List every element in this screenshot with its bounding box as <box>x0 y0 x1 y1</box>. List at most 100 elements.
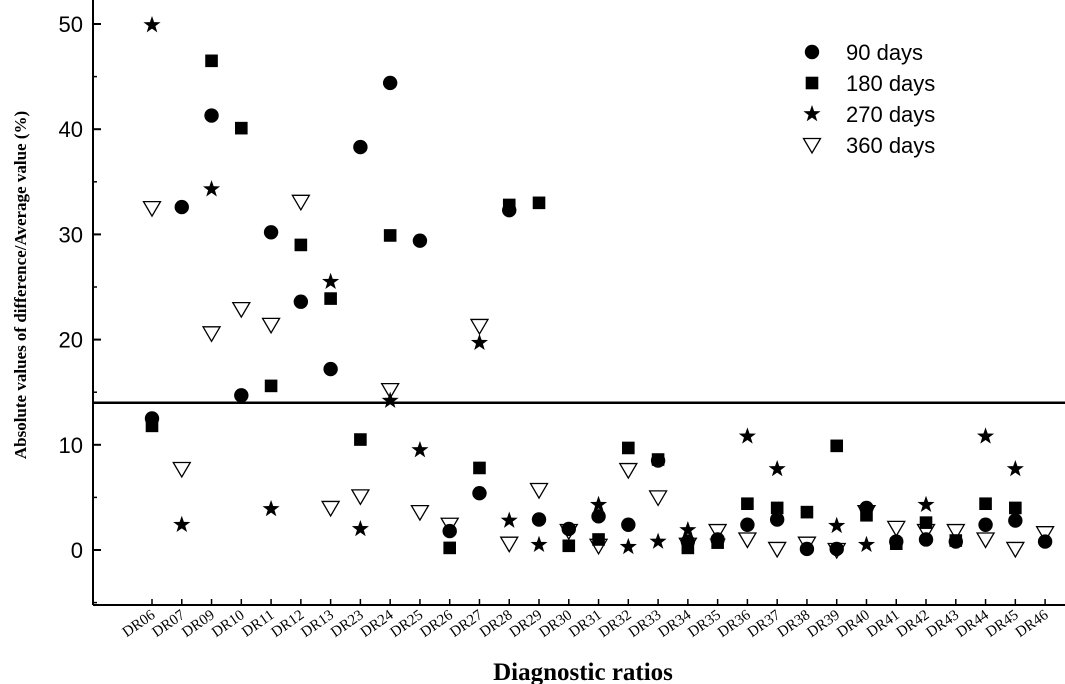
x-tick-label-DR45: DR45 <box>983 607 1022 641</box>
x-tick-label-DR42: DR42 <box>894 607 933 641</box>
point-circle-DR07 <box>174 199 189 215</box>
point-triangle-down-open-DR12 <box>291 194 311 212</box>
point-triangle-down-open-DR25 <box>410 504 430 522</box>
point-square-DR45 <box>1009 501 1022 515</box>
point-star-DR39 <box>828 516 846 534</box>
point-star-DR33 <box>649 532 667 549</box>
point-circle-DR26 <box>442 523 457 539</box>
point-circle-DR12 <box>293 294 309 309</box>
point-square-DR09 <box>205 54 218 68</box>
point-circle-DR39 <box>829 541 844 557</box>
point-circle-DR23 <box>353 139 368 155</box>
point-square-DR34 <box>681 541 695 555</box>
point-triangle-down-open-DR41 <box>886 520 906 538</box>
point-triangle-down-open-DR10 <box>231 301 251 319</box>
point-star-DR06 <box>143 16 161 33</box>
point-triangle-down-open-DR44 <box>975 532 996 549</box>
x-tick-label-DR24: DR24 <box>358 607 397 641</box>
x-tick-label-DR13: DR13 <box>298 607 337 641</box>
y-axis-label: Absolute values of difference/Average va… <box>11 111 30 459</box>
y-tick-label-50: 50 <box>59 12 83 37</box>
point-circle-DR45 <box>1008 513 1023 528</box>
point-square-DR06 <box>145 419 159 433</box>
point-circle-DR13 <box>323 361 338 377</box>
point-circle-DR27 <box>472 485 487 501</box>
point-square-DR37 <box>770 501 784 515</box>
legend-marker-circle <box>804 44 820 60</box>
point-triangle-down-open-DR46 <box>1035 526 1055 543</box>
series-square <box>145 54 1022 555</box>
x-tick-label-DR38: DR38 <box>775 607 814 641</box>
x-tick-label-DR07: DR07 <box>150 607 189 641</box>
point-circle-DR09 <box>204 108 219 123</box>
y-tick-label-0: 0 <box>71 538 83 563</box>
x-tick-label-DR06: DR06 <box>120 607 159 641</box>
y-tick-label-10: 10 <box>59 433 83 458</box>
point-circle-DR25 <box>412 233 428 248</box>
legend-marker-square <box>805 76 819 90</box>
point-star-DR09 <box>202 180 221 197</box>
point-triangle-down-open-DR23 <box>350 489 371 506</box>
point-square-DR33 <box>651 453 665 466</box>
point-triangle-down-open-DR33 <box>648 490 668 507</box>
x-tick-label-DR43: DR43 <box>924 607 963 641</box>
point-triangle-down-open-DR43 <box>946 523 966 541</box>
x-tick-label-DR37: DR37 <box>745 607 784 641</box>
point-triangle-down-open-DR37 <box>767 541 787 559</box>
point-star-DR28 <box>500 511 518 528</box>
point-circle-DR44 <box>978 517 993 532</box>
point-star-DR24 <box>381 391 399 408</box>
y-tick-label-40: 40 <box>59 117 83 142</box>
point-square-DR38 <box>800 505 814 519</box>
x-tick-label-DR23: DR23 <box>328 607 367 641</box>
point-square-DR13 <box>324 292 337 305</box>
point-triangle-down-open-DR35 <box>707 523 728 541</box>
legend-label-3: 360 days <box>846 133 935 158</box>
point-star-DR37 <box>768 460 786 477</box>
point-star-DR42 <box>917 495 935 513</box>
point-triangle-down-open-DR24 <box>380 382 400 400</box>
point-triangle-down-open-DR07 <box>172 461 192 479</box>
point-square-DR30 <box>562 539 576 553</box>
x-tick-label-DR39: DR39 <box>804 607 843 641</box>
point-triangle-down-open-DR27 <box>469 318 490 336</box>
point-star-DR11 <box>262 499 280 517</box>
point-square-DR36 <box>741 497 754 511</box>
point-triangle-down-open-DR28 <box>499 536 519 553</box>
x-tick-label-DR41: DR41 <box>864 607 903 641</box>
point-star-DR44 <box>977 427 995 444</box>
point-circle-DR30 <box>561 521 576 537</box>
x-tick-label-DR32: DR32 <box>596 607 635 641</box>
x-tick-label-DR25: DR25 <box>388 607 427 641</box>
point-triangle-down-open-DR29 <box>529 482 549 500</box>
point-circle-DR31 <box>591 509 606 524</box>
point-square-DR12 <box>294 238 308 252</box>
point-square-DR23 <box>354 433 367 446</box>
x-tick-label-DR33: DR33 <box>626 607 665 641</box>
point-circle-DR46 <box>1037 534 1053 549</box>
point-triangle-down-open-DR09 <box>201 326 222 343</box>
x-tick-label-DR26: DR26 <box>417 607 456 641</box>
point-square-DR28 <box>502 198 516 212</box>
point-triangle-down-open-DR11 <box>261 317 281 335</box>
point-triangle-down-open-DR06 <box>142 200 162 218</box>
point-star-DR40 <box>857 535 876 553</box>
series-star <box>143 16 1024 555</box>
point-star-DR23 <box>351 519 369 537</box>
legend-marker-star <box>803 105 821 122</box>
x-tick-label-DR27: DR27 <box>447 607 486 641</box>
legend-marker-triangle-down-open <box>802 137 822 155</box>
point-circle-DR42 <box>918 532 934 547</box>
y-tick-label-30: 30 <box>59 222 83 247</box>
y-tick-label-20: 20 <box>59 328 83 353</box>
point-square-DR10 <box>235 121 248 135</box>
x-tick-label-DR10: DR10 <box>209 607 248 641</box>
x-tick-label-DR29: DR29 <box>507 607 546 641</box>
point-square-DR32 <box>622 441 635 455</box>
point-triangle-down-open-DR13 <box>320 500 341 518</box>
point-star-DR45 <box>1006 460 1024 477</box>
x-tick-label-DR09: DR09 <box>179 607 218 641</box>
point-circle-DR38 <box>799 541 815 557</box>
x-tick-label-DR35: DR35 <box>685 607 724 641</box>
